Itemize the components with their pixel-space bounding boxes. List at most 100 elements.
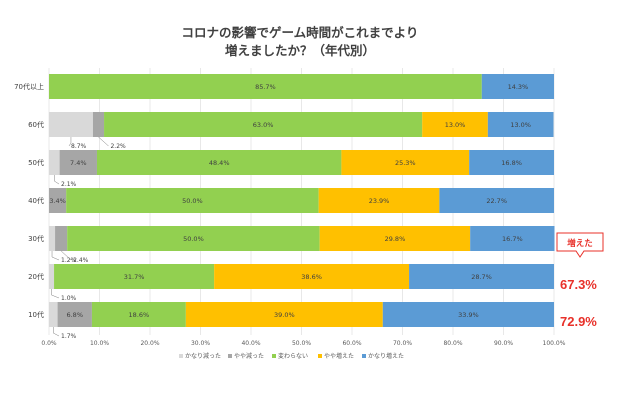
data-label: 14.3% <box>508 83 529 91</box>
bar-segment <box>341 150 470 175</box>
data-label: 23.9% <box>369 197 390 205</box>
leader-line <box>68 142 72 147</box>
bar-segment <box>54 264 215 289</box>
data-label: 50.0% <box>182 197 203 205</box>
bars: 85.7% 14.3% 8.7% 2.2% 63.0% 13.0% 13.0% 2.1% 7.4… <box>49 74 555 340</box>
leader-line <box>53 332 60 337</box>
bar-segment <box>55 226 68 251</box>
category-label: 70代以上 <box>14 82 44 91</box>
data-label: 85.7% <box>255 83 276 91</box>
bar-segment <box>67 226 320 251</box>
x-axis: 0.0% 10.0% 20.0% 30.0% 40.0% 50.0% 60.0% 70.0% 8… <box>41 340 565 347</box>
bar-segment <box>481 74 554 99</box>
bar-segment <box>59 150 97 175</box>
category-label: 50代 <box>28 158 44 167</box>
data-label: 22.7% <box>486 197 507 205</box>
category-label: 60代 <box>28 120 44 129</box>
data-label: 33.9% <box>458 311 479 319</box>
bar-segment <box>49 150 60 175</box>
bar-segment <box>487 112 554 137</box>
bar-segment <box>409 264 554 289</box>
data-label: 2.1% <box>61 181 77 188</box>
bar-segment <box>439 188 554 213</box>
data-label: 18.6% <box>129 311 150 319</box>
legend-label: やや減った <box>234 352 264 360</box>
legend-label: かなり増えた <box>368 352 404 360</box>
data-label: 2.2% <box>110 143 126 150</box>
data-label: 1.7% <box>61 333 77 340</box>
data-label: 13.0% <box>510 121 531 129</box>
category-label: 40代 <box>28 196 44 205</box>
x-tick-label: 50.0% <box>292 340 311 347</box>
x-tick-label: 60.0% <box>342 340 361 347</box>
data-label: 29.8% <box>385 235 406 243</box>
callout-box <box>556 232 604 258</box>
data-label: 38.6% <box>301 273 322 281</box>
data-label: 1.0% <box>61 295 77 302</box>
row-total-20s: 67.3% <box>560 277 597 292</box>
data-label: 3.4% <box>49 197 66 205</box>
data-label: 39.0% <box>274 311 295 319</box>
callout: 増えた <box>556 232 604 258</box>
data-label: 6.8% <box>66 311 83 319</box>
legend-label: やや増えた <box>324 352 354 360</box>
legend-swatch <box>318 354 322 358</box>
bar-segment <box>470 226 555 251</box>
leader-line <box>51 256 60 261</box>
bar-segment <box>422 112 488 137</box>
bar-segment <box>91 302 186 327</box>
legend-swatch <box>272 354 276 358</box>
bar-segment <box>469 150 554 175</box>
bar-segment <box>318 188 440 213</box>
data-label: 48.4% <box>209 159 230 167</box>
bar-segment <box>49 226 56 251</box>
bar-segment <box>49 188 67 213</box>
data-label: 28.7% <box>471 273 492 281</box>
data-label: 8.7% <box>71 143 87 150</box>
data-label: 63.0% <box>253 121 274 129</box>
data-label: 16.8% <box>501 159 522 167</box>
legend-label: かなり減った <box>185 352 221 360</box>
legend: かなり減った やや減った 変わらない やや増えた かなり増えた <box>179 352 404 360</box>
x-tick-label: 100.0% <box>543 340 566 347</box>
category-label: 10代 <box>28 310 44 319</box>
legend-label: 変わらない <box>278 352 308 360</box>
row-total-10s: 72.9% <box>560 314 597 329</box>
bar-segment <box>57 302 92 327</box>
data-label: 13.0% <box>445 121 466 129</box>
category-labels: 70代以上 60代 50代 40代 30代 20代 10代 <box>14 82 44 319</box>
x-tick-label: 80.0% <box>443 340 462 347</box>
legend-swatch <box>179 354 183 358</box>
leader-line <box>60 250 72 261</box>
category-label: 20代 <box>28 272 44 281</box>
x-tick-label: 30.0% <box>191 340 210 347</box>
chart-title: コロナの影響でゲーム時間がこれまでより <box>182 25 419 40</box>
x-tick-label: 20.0% <box>140 340 159 347</box>
x-tick-label: 10.0% <box>90 340 109 347</box>
bar-segment <box>382 302 554 327</box>
bar-segment <box>49 302 58 327</box>
bar-segment <box>49 264 55 289</box>
data-label: 31.7% <box>124 273 145 281</box>
bar-segment <box>49 112 93 137</box>
data-label: 50.0% <box>183 235 204 243</box>
data-label: 1.2% <box>61 257 77 264</box>
bar-segment <box>49 74 482 99</box>
bar-segment <box>104 112 423 137</box>
bar-segment <box>185 302 383 327</box>
leader-line <box>54 180 60 185</box>
bar-segment <box>66 188 319 213</box>
callout-text: 増えた <box>567 238 593 249</box>
data-label: 25.3% <box>395 159 416 167</box>
x-tick-label: 70.0% <box>393 340 412 347</box>
bar-segment <box>92 112 105 137</box>
x-tick-label: 40.0% <box>241 340 260 347</box>
data-label: 7.4% <box>70 159 87 167</box>
x-tick-label: 0.0% <box>41 340 57 347</box>
bar-segment <box>96 150 342 175</box>
bar-segment <box>319 226 471 251</box>
data-label: 16.7% <box>502 235 523 243</box>
category-label: 30代 <box>28 234 44 243</box>
bar-segment <box>214 264 410 289</box>
